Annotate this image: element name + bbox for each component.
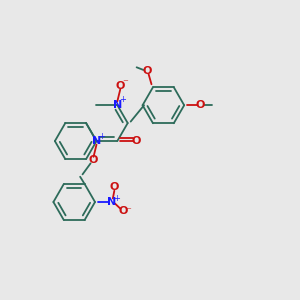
Text: O: O (196, 100, 205, 110)
Text: O: O (132, 136, 141, 146)
Text: O: O (110, 182, 119, 192)
Text: O: O (118, 206, 128, 216)
Text: +: + (113, 194, 120, 203)
Text: +: + (119, 95, 126, 104)
Text: N: N (107, 197, 116, 207)
Text: O: O (116, 81, 125, 91)
Text: ⁻: ⁻ (123, 78, 129, 88)
Text: N: N (92, 136, 101, 146)
Text: O: O (142, 66, 152, 76)
Text: +: + (98, 132, 105, 141)
Text: O: O (89, 155, 98, 165)
Text: N: N (113, 100, 122, 110)
Text: ⁻: ⁻ (126, 206, 131, 216)
